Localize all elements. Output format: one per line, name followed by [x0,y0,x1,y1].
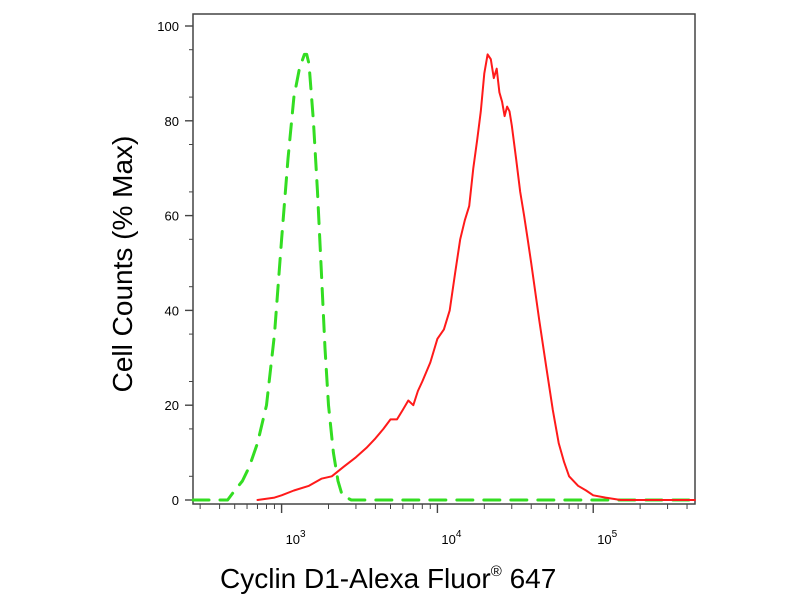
y-tick-label: 60 [165,209,179,224]
y-tick-label: 40 [165,303,179,318]
x-axis-title: Cyclin D1-Alexa Fluor® 647 [220,563,556,594]
y-tick-label: 80 [165,114,179,129]
y-tick-label: 100 [157,19,179,34]
series-line-dashed-green [191,52,697,502]
y-tick-label: 20 [165,398,179,413]
series-line-solid-red [256,53,696,501]
y-axis-ticks: 0 20 40 60 80 100 [157,19,193,508]
x-axis-title-main: Cyclin D1-Alexa Fluor [220,563,491,594]
x-tick-label: 103 [286,529,306,547]
plot-area-frame [192,13,696,505]
x-tick-label: 105 [597,529,617,547]
x-tick-label: 104 [441,529,461,547]
y-tick-label: 0 [172,493,179,508]
registered-mark: ® [491,563,502,580]
series-layer [191,52,697,502]
x-axis-title-suffix: 647 [502,563,557,594]
x-axis-ticks: 103 104 105 [199,504,688,547]
y-axis-title: Cell Counts (% Max) [107,136,138,393]
